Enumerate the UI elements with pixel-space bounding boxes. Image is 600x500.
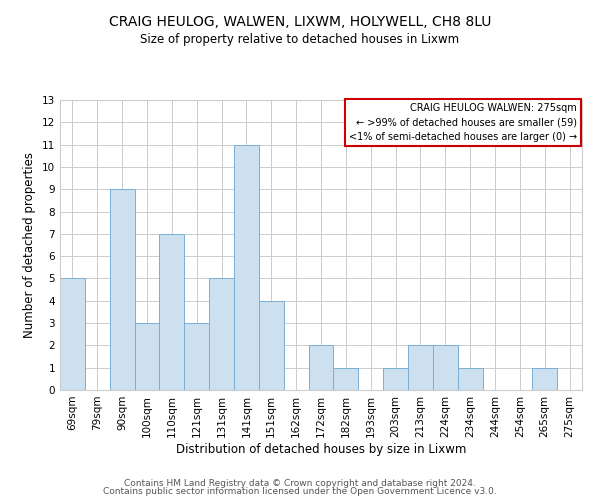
Bar	[259, 301, 284, 390]
Bar	[408, 346, 433, 390]
Bar	[134, 323, 160, 390]
Bar	[110, 189, 134, 390]
Bar	[383, 368, 408, 390]
Text: Size of property relative to detached houses in Lixwm: Size of property relative to detached ho…	[140, 32, 460, 46]
Text: CRAIG HEULOG, WALWEN, LIXWM, HOLYWELL, CH8 8LU: CRAIG HEULOG, WALWEN, LIXWM, HOLYWELL, C…	[109, 15, 491, 29]
Y-axis label: Number of detached properties: Number of detached properties	[23, 152, 37, 338]
Bar	[60, 278, 85, 390]
Bar	[334, 368, 358, 390]
Bar	[458, 368, 482, 390]
Bar	[160, 234, 184, 390]
Bar	[532, 368, 557, 390]
Text: Contains public sector information licensed under the Open Government Licence v3: Contains public sector information licen…	[103, 487, 497, 496]
Text: Contains HM Land Registry data © Crown copyright and database right 2024.: Contains HM Land Registry data © Crown c…	[124, 478, 476, 488]
Bar	[184, 323, 209, 390]
Bar	[234, 144, 259, 390]
Text: CRAIG HEULOG WALWEN: 275sqm
← >99% of detached houses are smaller (59)
<1% of se: CRAIG HEULOG WALWEN: 275sqm ← >99% of de…	[349, 103, 577, 142]
Bar	[209, 278, 234, 390]
X-axis label: Distribution of detached houses by size in Lixwm: Distribution of detached houses by size …	[176, 442, 466, 456]
Bar	[433, 346, 458, 390]
Bar	[308, 346, 334, 390]
